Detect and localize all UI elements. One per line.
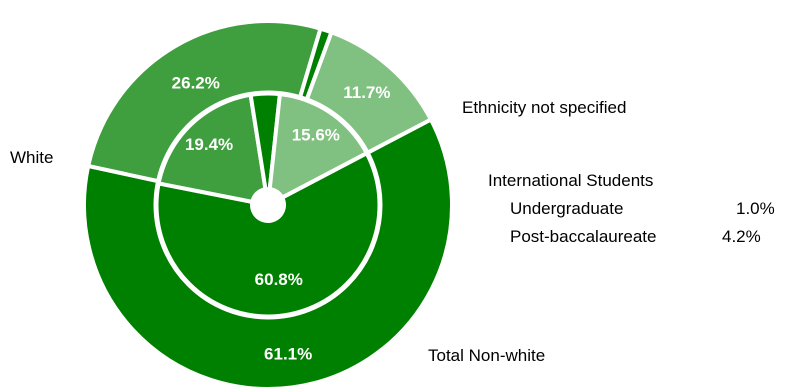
- inner-value-label-total-non-white: 19.4%: [185, 135, 233, 154]
- label-white: White: [10, 148, 54, 167]
- slice-value-labels: 61.1% 26.2% 11.7% 60.8% 19.4% 15.6%: [172, 74, 391, 364]
- label-total-non-white: Total Non-white: [428, 346, 546, 365]
- outer-value-label-white: 61.1%: [264, 345, 312, 364]
- ring-separator: [153, 90, 383, 320]
- label-undergraduate: Undergraduate: [510, 199, 624, 218]
- value-post-baccalaureate: 4.2%: [722, 227, 761, 246]
- inner-value-label-ethnicity-not-specified: 15.6%: [292, 126, 340, 145]
- label-ethnicity-not-specified: Ethnicity not specified: [462, 98, 627, 117]
- value-undergraduate: 1.0%: [736, 199, 775, 218]
- label-international-students: International Students: [488, 171, 654, 190]
- outer-value-label-ethnicity-not-specified: 11.7%: [343, 83, 390, 102]
- center-hole: [252, 189, 284, 221]
- label-post-baccalaureate: Post-baccalaureate: [510, 227, 657, 246]
- outer-value-label-total-non-white: 26.2%: [172, 74, 220, 93]
- inner-value-label-white: 60.8%: [255, 270, 303, 289]
